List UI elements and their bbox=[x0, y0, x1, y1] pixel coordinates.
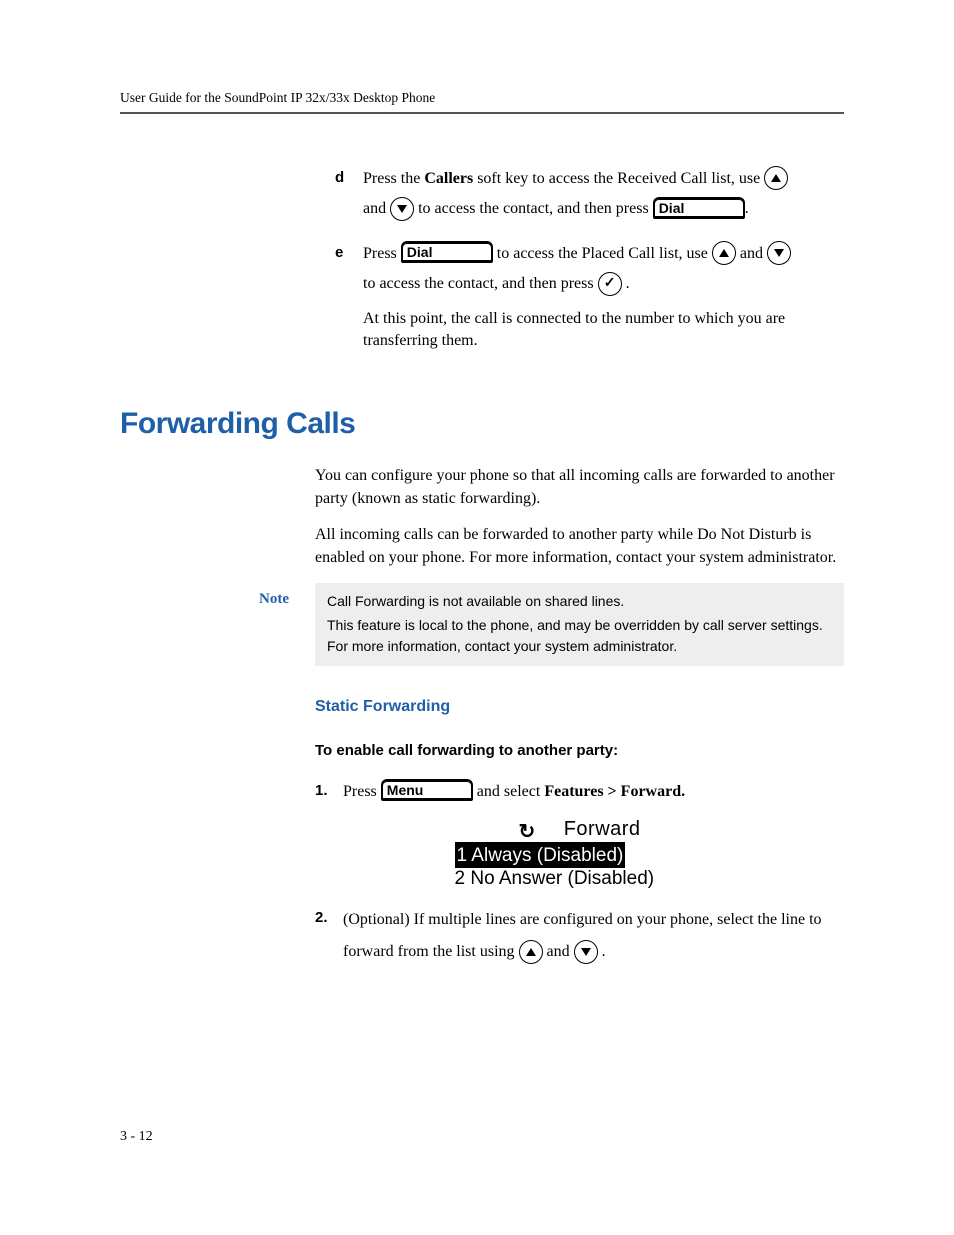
text: soft key to access the Received Call lis… bbox=[473, 170, 764, 187]
text: . bbox=[602, 943, 606, 960]
check-icon: ✓ bbox=[598, 272, 622, 296]
section-title-forwarding: Forwarding Calls bbox=[120, 407, 844, 441]
text: Press bbox=[363, 245, 401, 262]
text: Press the bbox=[363, 170, 424, 187]
note-box: Call Forwarding is not available on shar… bbox=[315, 583, 844, 666]
text: to access the contact, and then press bbox=[418, 200, 653, 217]
step-d-body: Press the Callers soft key to access the… bbox=[363, 164, 844, 225]
step-e-marker: e bbox=[335, 239, 363, 268]
callers-bold: Callers bbox=[424, 170, 473, 187]
num2-marker: 2. bbox=[315, 904, 343, 933]
up-arrow-icon bbox=[712, 241, 736, 265]
text: and select bbox=[477, 783, 545, 800]
step-d: d Press the Callers soft key to access t… bbox=[335, 164, 844, 225]
static-forwarding-head: Static Forwarding bbox=[315, 698, 844, 716]
features-forward-bold: Features > Forward. bbox=[544, 783, 685, 800]
lcd-screenshot: ↻ Forward 1 Always (Disabled) 2 No Answe… bbox=[455, 817, 705, 890]
lcd-row-2: 2 No Answer (Disabled) bbox=[455, 868, 655, 889]
down-arrow-icon bbox=[574, 940, 598, 964]
num1-marker: 1. bbox=[315, 777, 343, 806]
text: and bbox=[740, 245, 767, 262]
num-step-1: 1. Press Menu and select Features > Forw… bbox=[315, 777, 844, 807]
dial-softkey: Dial bbox=[401, 241, 493, 263]
note-line2: This feature is local to the phone, and … bbox=[327, 615, 832, 656]
text: Press bbox=[343, 783, 381, 800]
step-d-marker: d bbox=[335, 164, 363, 193]
down-arrow-icon bbox=[767, 241, 791, 265]
para-1: You can configure your phone so that all… bbox=[315, 465, 844, 510]
lcd-row-1: 1 Always (Disabled) bbox=[455, 842, 626, 868]
enable-head: To enable call forwarding to another par… bbox=[315, 742, 844, 759]
page-header: User Guide for the SoundPoint IP 32x/33x… bbox=[120, 90, 844, 114]
num-step-2: 2. (Optional) If multiple lines are conf… bbox=[315, 904, 844, 968]
para-2: All incoming calls can be forwarded to a… bbox=[315, 524, 844, 569]
text: . bbox=[745, 200, 749, 217]
text: and bbox=[547, 943, 574, 960]
page-number: 3 - 12 bbox=[120, 1129, 153, 1145]
rotate-icon: ↻ bbox=[518, 819, 535, 844]
note-line1: Call Forwarding is not available on shar… bbox=[327, 591, 832, 611]
up-arrow-icon bbox=[519, 940, 543, 964]
step-e-body: Press Dial to access the Placed Call lis… bbox=[363, 239, 844, 300]
down-arrow-icon bbox=[390, 197, 414, 221]
lcd-title: Forward bbox=[564, 818, 641, 841]
up-arrow-icon bbox=[764, 166, 788, 190]
num1-body: Press Menu and select Features > Forward… bbox=[343, 777, 844, 807]
dial-softkey: Dial bbox=[653, 197, 745, 219]
text: . bbox=[626, 275, 630, 292]
text: to access the contact, and then press bbox=[363, 275, 598, 292]
closing-para: At this point, the call is connected to … bbox=[363, 308, 844, 353]
text: to access the Placed Call list, use bbox=[497, 245, 712, 262]
note-label: Note bbox=[259, 583, 307, 608]
num2-body: (Optional) If multiple lines are configu… bbox=[343, 904, 844, 968]
text: and bbox=[363, 200, 390, 217]
menu-softkey: Menu bbox=[381, 779, 473, 801]
step-e: e Press Dial to access the Placed Call l… bbox=[335, 239, 844, 300]
